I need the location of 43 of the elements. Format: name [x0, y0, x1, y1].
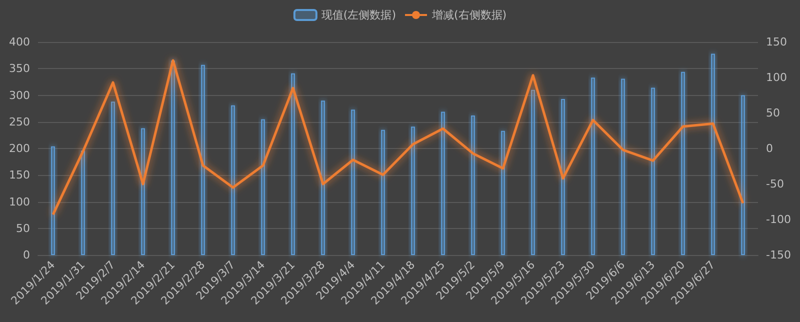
y-tick-label: 350 [9, 62, 30, 76]
bar [531, 90, 535, 255]
legend-label: 增减(右侧数据) [431, 8, 507, 22]
bar [681, 72, 685, 255]
y2-tick-label: -150 [766, 248, 791, 262]
y2-tick-label: 150 [766, 36, 787, 48]
bar [51, 146, 55, 255]
bar [651, 88, 655, 255]
y-tick-label: 400 [9, 36, 30, 48]
bar [741, 95, 745, 255]
y-tick-label: 100 [9, 195, 30, 208]
y-tick-label: 250 [9, 115, 30, 128]
bar [321, 100, 325, 255]
bar [261, 119, 265, 255]
bar [441, 112, 445, 255]
bar [501, 130, 505, 255]
bar [711, 54, 715, 255]
line-series [52, 59, 744, 216]
y2-tick-label: 100 [766, 71, 787, 84]
y2-tick-label: 0 [766, 142, 773, 155]
bar [591, 78, 595, 255]
bar [231, 105, 235, 255]
bar [381, 130, 385, 255]
y2-tick-label: -50 [766, 178, 784, 190]
y-tick-label: 150 [9, 168, 30, 182]
bar [141, 128, 145, 255]
bar [621, 78, 625, 255]
legend-label: 现值(左侧数据) [321, 8, 396, 22]
y-tick-label: 0 [23, 248, 30, 262]
bar [171, 60, 175, 255]
bar [561, 98, 565, 255]
bar [411, 126, 415, 255]
bar [291, 73, 295, 255]
y2-tick-label: 50 [766, 106, 780, 120]
bar [201, 64, 205, 255]
y-tick-label: 50 [16, 222, 30, 235]
bar [81, 150, 85, 255]
bar [471, 115, 475, 255]
bar [351, 110, 355, 255]
y-tick-label: 300 [9, 88, 30, 102]
y-tick-label: 200 [9, 142, 30, 155]
bar [111, 102, 115, 255]
y2-tick-label: -100 [766, 213, 791, 226]
